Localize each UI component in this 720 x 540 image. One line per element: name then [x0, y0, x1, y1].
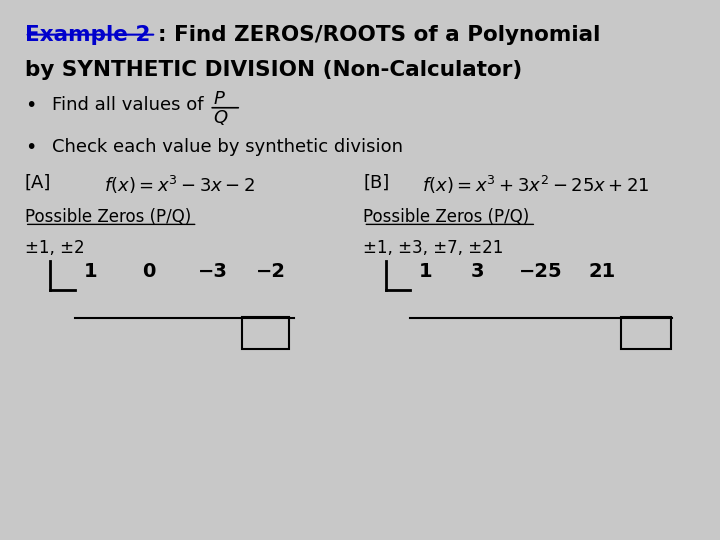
- Text: ±1, ±3, ±7, ±21: ±1, ±3, ±7, ±21: [364, 239, 504, 257]
- Text: $f(x) = x^3 - 3x - 2$: $f(x) = x^3 - 3x - 2$: [104, 174, 256, 196]
- Text: 3: 3: [471, 262, 484, 281]
- Text: •: •: [24, 96, 36, 116]
- Text: Possible Zeros (P/Q): Possible Zeros (P/Q): [364, 208, 530, 226]
- Text: ±1, ±2: ±1, ±2: [24, 239, 84, 257]
- Text: P: P: [213, 90, 225, 107]
- Text: Check each value by synthetic division: Check each value by synthetic division: [53, 138, 403, 156]
- Text: −25: −25: [519, 262, 562, 281]
- Text: by SYNTHETIC DIVISION (Non-Calculator): by SYNTHETIC DIVISION (Non-Calculator): [24, 60, 522, 80]
- Text: −3: −3: [197, 262, 228, 281]
- Text: $f(x) = x^3 + 3x^2 - 25x + 21$: $f(x) = x^3 + 3x^2 - 25x + 21$: [422, 174, 650, 196]
- Text: Possible Zeros (P/Q): Possible Zeros (P/Q): [24, 208, 191, 226]
- Text: : Find ZEROS/ROOTS of a Polynomial: : Find ZEROS/ROOTS of a Polynomial: [158, 25, 600, 45]
- Text: Q: Q: [213, 109, 228, 127]
- Text: Find all values of: Find all values of: [53, 96, 204, 114]
- Text: [A]: [A]: [24, 174, 51, 192]
- Text: 1: 1: [419, 262, 433, 281]
- Text: 21: 21: [588, 262, 616, 281]
- Text: 1: 1: [84, 262, 97, 281]
- Text: [B]: [B]: [364, 174, 390, 192]
- Text: 0: 0: [143, 262, 156, 281]
- Bar: [243, 316, 289, 349]
- Text: •: •: [24, 138, 36, 157]
- Bar: [621, 316, 671, 349]
- Text: Example 2: Example 2: [24, 25, 150, 45]
- Text: −2: −2: [256, 262, 287, 281]
